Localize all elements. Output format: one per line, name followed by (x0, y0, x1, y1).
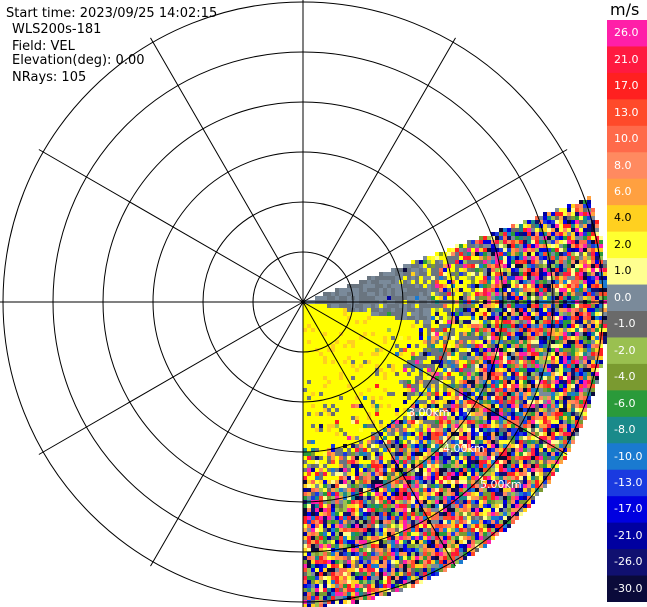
colorbar-swatch (607, 125, 647, 153)
colorbar-swatch (607, 231, 647, 259)
colorbar-tick-label: -2.0 (614, 343, 636, 357)
colorbar-tick-label: -8.0 (614, 423, 636, 437)
colorbar-swatch (607, 522, 647, 550)
colorbar-swatch (607, 416, 647, 444)
azimuth-spoke (302, 149, 568, 303)
colorbar-swatch (607, 363, 647, 391)
colorbar-swatch (607, 178, 647, 206)
azimuth-spoke (38, 301, 304, 455)
colorbar-swatch (607, 337, 647, 365)
colorbar-swatch (607, 152, 647, 180)
colorbar-tick-label: 13.0 (614, 105, 639, 119)
velocity-data-layer (303, 196, 607, 607)
nrays-label: NRays: 105 (12, 70, 87, 85)
colorbar-swatch (607, 284, 647, 312)
azimuth-spoke (150, 37, 304, 303)
colorbar-tick-label: 0.0 (614, 290, 632, 304)
colorbar-swatch (607, 443, 647, 471)
colorbar-tick-label: 21.0 (614, 52, 639, 66)
instrument-label: WLS200s-181 (12, 22, 102, 37)
colorbar-tick-label: 8.0 (614, 158, 632, 172)
colorbar-swatch (607, 46, 647, 74)
start-time-label: Start time: 2023/09/25 14:02:15 (6, 6, 218, 21)
range-label-5km: 5.00km (480, 478, 522, 491)
colorbar-tick-label: -26.0 (614, 555, 643, 569)
colorbar-tick-label: 17.0 (614, 79, 639, 93)
colorbar-swatch (607, 496, 647, 524)
range-label-4km: 4.00km (443, 442, 485, 455)
colorbar-swatch (607, 390, 647, 418)
azimuth-spoke (302, 37, 456, 303)
azimuth-spoke (302, 301, 456, 567)
colorbar-tick-label: -4.0 (614, 370, 636, 384)
colorbar-unit-label: m/s (610, 0, 640, 19)
colorbar-swatch (607, 549, 647, 577)
colorbar-tick-label: 4.0 (614, 211, 632, 225)
colorbar-swatch (607, 575, 647, 602)
azimuth-spoke (150, 301, 304, 567)
range-label-3km: 3.00km (408, 406, 450, 419)
colorbar-tick-label: -1.0 (614, 317, 636, 331)
colorbar-swatch (607, 99, 647, 127)
colorbar-swatch (607, 258, 647, 286)
colorbar-tick-label: -30.0 (614, 581, 643, 595)
colorbar-swatch (607, 20, 647, 47)
colorbar-swatch (607, 469, 647, 497)
range-labels: 3.00km 4.00km 5.00km (408, 406, 522, 491)
colorbar-tick-label: -10.0 (614, 449, 643, 463)
colorbar-tick-label: -21.0 (614, 528, 643, 542)
colorbar-tick-label: 26.0 (614, 26, 639, 40)
colorbar-swatch (607, 311, 647, 338)
colorbar-tick-label: -17.0 (614, 502, 643, 516)
range-ring-grid (0, 0, 608, 607)
colorbar-tick-label: -6.0 (614, 396, 636, 410)
field-label: Field: VEL (12, 39, 75, 54)
colorbar (607, 20, 647, 602)
colorbar-swatch (607, 205, 647, 233)
elevation-label: Elevation(deg): 0.00 (12, 53, 145, 68)
colorbar-tick-label: -13.0 (614, 475, 643, 489)
azimuth-spoke (38, 149, 304, 303)
metadata-panel: Start time: 2023/09/25 14:02:15 WLS200s-… (0, 0, 260, 100)
colorbar-swatch (607, 72, 647, 100)
colorbar-tick-label: 1.0 (614, 264, 632, 278)
colorbar-tick-label: 10.0 (614, 132, 639, 146)
azimuth-spoke (302, 301, 568, 455)
colorbar-tick-label: 2.0 (614, 237, 632, 251)
colorbar-tick-label: 6.0 (614, 184, 632, 198)
